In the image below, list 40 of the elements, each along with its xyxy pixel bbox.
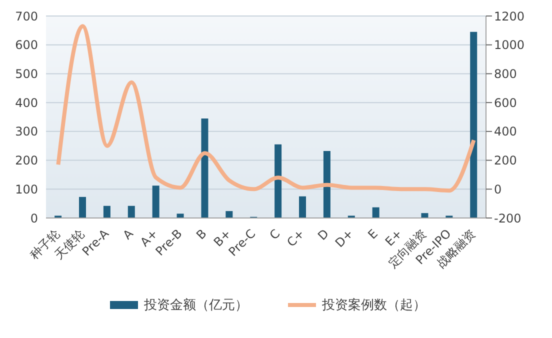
y2-tick-label: 1000 [494,38,525,52]
y-tick-label: 700 [15,9,38,24]
x-tick-label: B [194,226,210,242]
x-tick-label: E [365,226,380,242]
bar [470,32,478,218]
line-series [56,24,476,193]
y2-tick-label: 1200 [494,9,525,24]
bar [79,196,86,218]
bar [152,186,160,218]
bar [226,211,233,218]
bar [299,196,306,218]
legend-label: 投资案例数（起） [322,297,426,314]
y-tick-label: 100 [15,182,38,196]
x-tick-label: D+ [332,226,356,250]
x-tick-label: A [120,226,137,242]
y2-tick-label: 800 [494,66,517,81]
y-tick-label: 400 [15,96,38,110]
bar [274,144,282,218]
y2-tick-label: 600 [494,96,517,110]
x-tick-label: C [266,226,283,242]
y-tick-label: 200 [15,154,38,168]
y2-tick-label: 0 [494,182,502,196]
y2-tick-label: -200 [494,211,522,226]
bar [176,214,184,218]
bar [201,118,208,218]
y-tick-label: 500 [15,66,38,81]
bar [421,213,428,218]
y-tick-label: 600 [15,38,38,52]
legend-label: 投资金额（亿元） [144,297,248,314]
bar [103,206,110,218]
bar [372,207,380,218]
x-tick-label: D [315,226,332,243]
y-tick-label: 300 [15,124,38,139]
x-tick-label: E+ [382,226,405,249]
y2-tick-label: 200 [494,154,517,168]
y2-tick-label: 400 [494,124,517,139]
bar [323,151,330,218]
bar [128,206,135,218]
y-tick-label: 0 [30,211,38,226]
x-tick-label: C+ [284,226,308,250]
